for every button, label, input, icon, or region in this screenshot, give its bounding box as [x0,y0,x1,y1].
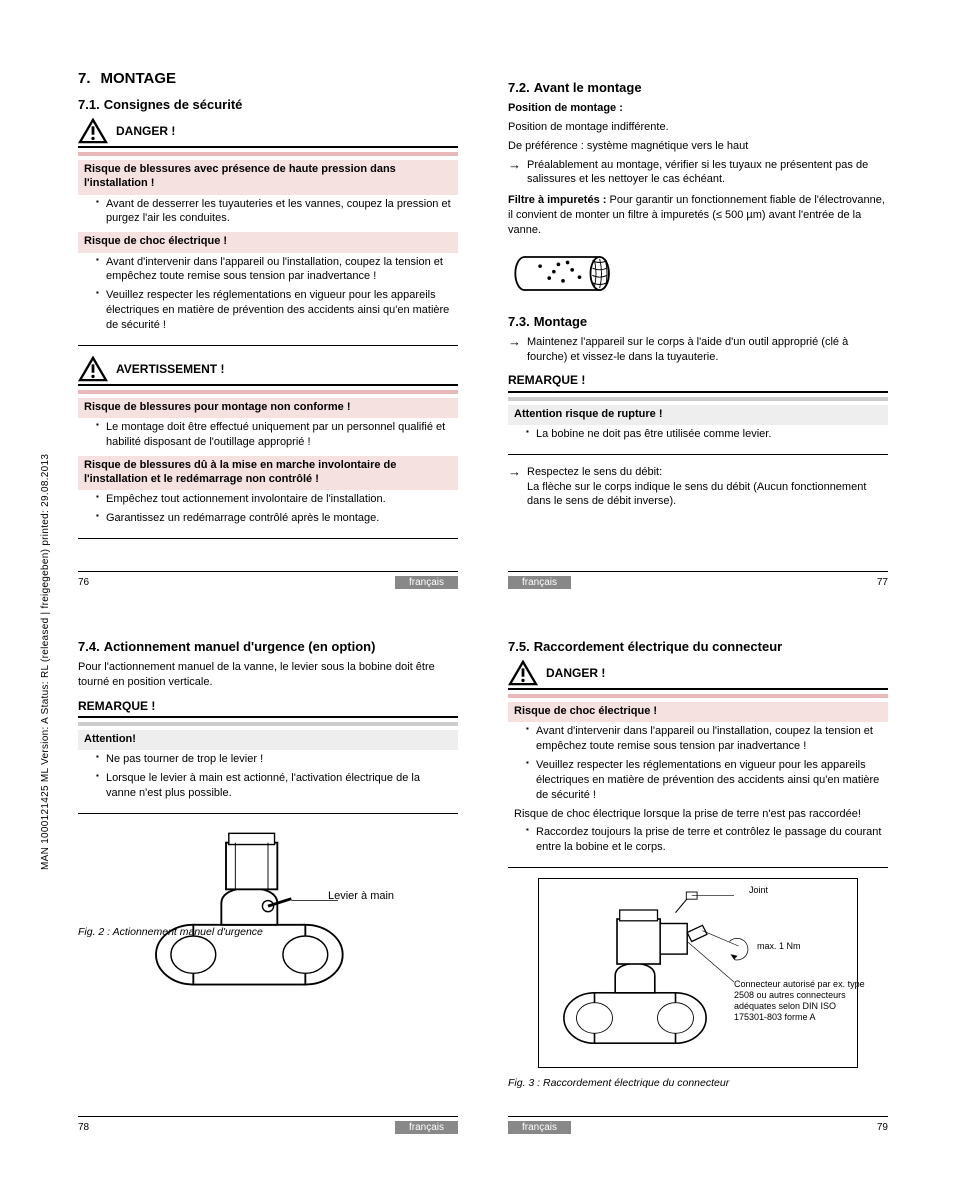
note-box: Attention risque de rupture ! La bobine … [508,393,888,455]
warning-triangle-icon [508,660,538,686]
language-tag: français [508,1121,571,1134]
language-tag: français [508,576,571,589]
page-78: 7.4.Actionnement manuel d'urgence (en op… [78,629,458,1134]
danger-bullet: Avant de desserrer les tuyauteries et le… [96,197,452,227]
subsection-7-3: 7.3.Montage [508,314,888,329]
lever-callout: Levier à main [328,890,418,902]
note-heading: Attention risque de rupture ! [508,405,888,425]
danger-heading: Risque de choc électrique ! [508,702,888,722]
arrow-instruction: → Maintenez l'appareil sur le corps à l'… [508,335,888,365]
danger-box: Risque de choc électrique ! Avant d'inte… [508,688,888,868]
language-tag: français [395,1121,458,1134]
page-number: 76 [78,577,89,588]
arrow-icon: → [508,158,521,188]
arrow-instruction: → Préalablement au montage, vérifier si … [508,158,888,188]
connector-callout: Connecteur autorisé par ex. type 2508 ou… [734,979,869,1022]
position-line2: De préférence : système magnétique vers … [508,139,888,154]
document-metadata-sidebar: MAN 1000121425 ML Version: A Status: RL … [40,454,51,870]
warning-label: AVERTISSEMENT ! [116,362,224,376]
note-bullet: La bobine ne doit pas être utilisée comm… [526,427,882,442]
arrow-icon: → [508,465,521,510]
danger-heading-electrical: Risque de choc électrique ! [78,232,458,252]
page-footer: français 79 [508,1116,888,1134]
note-heading: Attention! [78,730,458,750]
filter-illustration-icon [508,246,888,304]
note-label: REMARQUE ! [508,372,888,392]
page-79: 7.5.Raccordement électrique du connecteu… [508,629,888,1134]
position-heading: Position de montage : [508,101,888,116]
danger-bullet: Veuillez respecter les réglementations e… [526,758,882,803]
danger-label: DANGER ! [546,666,605,680]
torque-callout: max. 1 Nm [757,941,801,951]
danger-sub-text: Risque de choc électrique lorsque la pri… [514,807,882,822]
warning-alert-header: AVERTISSEMENT ! [78,356,458,382]
subsection-7-5: 7.5.Raccordement électrique du connecteu… [508,639,888,654]
page-footer: français 77 [508,571,888,589]
warning-bullet: Le montage doit être effectué uniquement… [96,420,452,450]
figure-caption-3: Fig. 3 : Raccordement électrique du conn… [508,1076,888,1090]
danger-label: DANGER ! [116,124,175,138]
warning-triangle-icon [78,356,108,382]
note-bullet: Lorsque le levier à main est actionné, l… [96,771,452,801]
page-77: 7.2.Avant le montage Position de montage… [508,70,888,589]
page-footer: 78 français [78,1116,458,1134]
subsection-7-1: 7.1.Consignes de sécurité [78,97,458,112]
danger-alert-header: DANGER ! [78,118,458,144]
valve-illustration: Levier à main [128,824,408,1007]
subsection-7-4: 7.4.Actionnement manuel d'urgence (en op… [78,639,458,654]
subsection-7-2: 7.2.Avant le montage [508,80,888,95]
danger-heading-pressure: Risque de blessures avec présence de hau… [78,160,458,195]
danger-bullet: Avant d'intervenir dans l'appareil ou l'… [96,255,452,285]
warning-bullet: Empêchez tout actionnement involontaire … [96,492,452,507]
page-footer: 76 français [78,571,458,589]
joint-callout: Joint [749,885,768,895]
filter-paragraph: Filtre à impuretés : Pour garantir un fo… [508,193,888,238]
arrow-instruction: → Respectez le sens du débit: La flèche … [508,465,888,510]
connector-illustration: Joint max. 1 Nm Connecteur autorisé par … [538,878,858,1068]
position-line1: Position de montage indifférente. [508,120,888,135]
language-tag: français [395,576,458,589]
danger-alert-header: DANGER ! [508,660,888,686]
note-bullet: Ne pas tourner de trop le levier ! [96,752,452,767]
warning-bullet: Garantissez un redémarrage contrôlé aprè… [96,511,452,526]
note-box: Attention! Ne pas tourner de trop le lev… [78,718,458,814]
page-number: 77 [877,577,888,588]
danger-bullet: Veuillez respecter les réglementations e… [96,288,452,333]
warning-heading-montage: Risque de blessures pour montage non con… [78,398,458,418]
section-7-title: 7.MONTAGE [78,70,458,87]
danger-bullet: Raccordez toujours la prise de terre et … [526,825,882,855]
note-label: REMARQUE ! [78,698,458,718]
page-number: 79 [877,1122,888,1133]
warning-heading-restart: Risque de blessures dû à la mise en marc… [78,456,458,491]
warning-triangle-icon [78,118,108,144]
page-76: 7.MONTAGE 7.1.Consignes de sécurité DANG… [78,70,458,589]
danger-bullet: Avant d'intervenir dans l'appareil ou l'… [526,724,882,754]
intro-paragraph: Pour l'actionnement manuel de la vanne, … [78,660,458,690]
arrow-icon: → [508,335,521,365]
warning-box: Risque de blessures pour montage non con… [78,384,458,539]
page-number: 78 [78,1122,89,1133]
danger-box-1: Risque de blessures avec présence de hau… [78,146,458,346]
